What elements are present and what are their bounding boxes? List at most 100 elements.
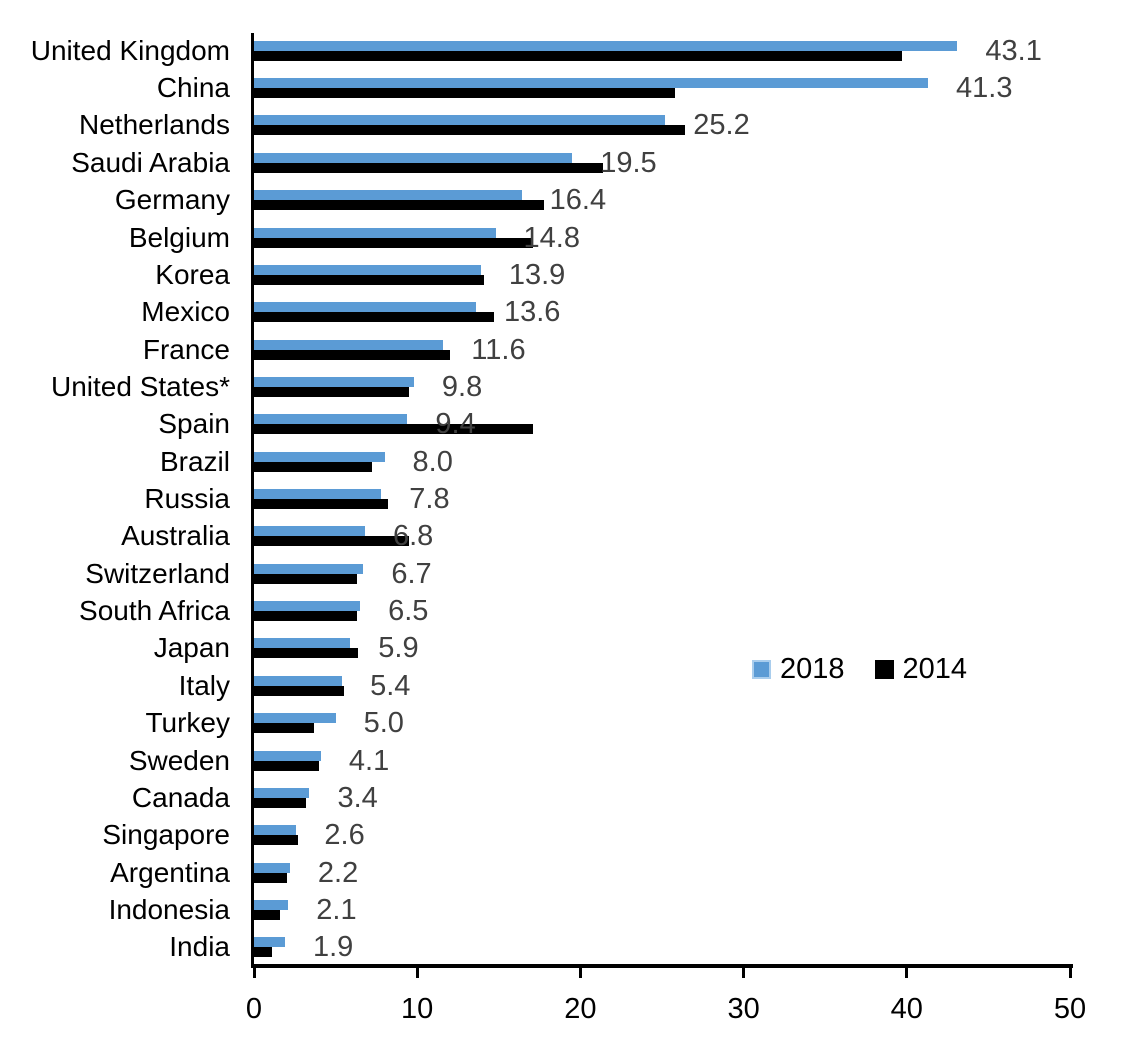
bar-2014-korea bbox=[254, 274, 485, 285]
x-axis-tick-0 bbox=[252, 968, 256, 978]
bar-2018-france bbox=[254, 339, 444, 350]
value-label-australia: 6.8 bbox=[392, 520, 434, 553]
y-axis-line bbox=[251, 33, 254, 968]
x-axis-tick-20 bbox=[578, 968, 582, 978]
bar-2014-united-kingdom bbox=[254, 50, 902, 61]
category-label-argentina: Argentina bbox=[110, 856, 230, 888]
bar-2018-united-states bbox=[254, 376, 414, 387]
category-label-italy: Italy bbox=[178, 669, 230, 701]
x-axis-tick-30 bbox=[742, 968, 746, 978]
bar-2018-germany bbox=[254, 190, 522, 201]
category-label-brazil: Brazil bbox=[159, 445, 230, 477]
value-label-saudi-arabia: 19.5 bbox=[600, 146, 657, 179]
category-label-japan: Japan bbox=[153, 632, 230, 664]
bar-2014-netherlands bbox=[254, 125, 685, 136]
bar-2018-saudi-arabia bbox=[254, 152, 573, 163]
bar-2018-united-kingdom bbox=[254, 40, 958, 51]
bar-2014-brazil bbox=[254, 461, 372, 472]
bar-2018-brazil bbox=[254, 451, 385, 462]
value-label-brazil: 8.0 bbox=[412, 445, 453, 478]
category-label-russia: Russia bbox=[144, 483, 230, 515]
category-label-mexico: Mexico bbox=[141, 296, 230, 328]
x-axis-tick-label-40: 40 bbox=[890, 993, 923, 1025]
bar-2018-russia bbox=[254, 489, 382, 500]
value-label-argentina: 2.2 bbox=[317, 856, 359, 889]
chart-legend: 2018 2014 bbox=[752, 653, 967, 686]
category-label-india: India bbox=[169, 931, 230, 963]
bar-2014-japan bbox=[254, 648, 359, 659]
bar-2018-south-africa bbox=[254, 601, 361, 612]
bar-2018-japan bbox=[254, 638, 351, 649]
legend-label-2018: 2018 bbox=[780, 653, 845, 685]
category-label-canada: Canada bbox=[131, 781, 230, 813]
bar-2018-singapore bbox=[254, 825, 297, 836]
value-label-japan: 5.9 bbox=[378, 632, 419, 665]
x-axis-tick-label-20: 20 bbox=[564, 993, 597, 1025]
bar-2018-sweden bbox=[254, 750, 321, 761]
bar-2018-australia bbox=[254, 526, 365, 537]
bar-2014-united-states bbox=[254, 386, 410, 397]
bar-2014-indonesia bbox=[254, 909, 281, 920]
value-label-canada: 3.4 bbox=[337, 781, 378, 814]
bar-2014-italy bbox=[254, 685, 344, 696]
bar-2014-france bbox=[254, 349, 450, 360]
value-label-russia: 7.8 bbox=[409, 483, 450, 516]
x-axis-tick-label-30: 30 bbox=[727, 993, 760, 1025]
category-label-korea: Korea bbox=[155, 258, 230, 290]
value-label-france: 11.6 bbox=[471, 333, 526, 366]
category-label-sweden: Sweden bbox=[128, 744, 230, 776]
category-label-indonesia: Indonesia bbox=[108, 893, 230, 925]
bar-2014-mexico bbox=[254, 312, 494, 323]
x-axis-tick-10 bbox=[415, 968, 419, 978]
bar-2014-belgium bbox=[254, 237, 534, 248]
bar-2014-germany bbox=[254, 200, 545, 211]
value-label-indonesia: 2.1 bbox=[316, 893, 357, 926]
category-label-turkey: Turkey bbox=[145, 707, 230, 739]
bar-2014-singapore bbox=[254, 835, 299, 846]
x-axis-tick-label-10: 10 bbox=[401, 993, 434, 1025]
category-label-united-kingdom: United Kingdom bbox=[30, 34, 230, 66]
value-label-south-africa: 6.5 bbox=[388, 595, 429, 628]
value-label-united-states: 9.8 bbox=[441, 370, 483, 403]
x-axis-tick-40 bbox=[905, 968, 909, 978]
bar-2018-canada bbox=[254, 787, 310, 798]
value-label-switzerland: 6.7 bbox=[391, 557, 432, 590]
category-label-belgium: Belgium bbox=[128, 221, 230, 253]
legend-swatch-2014 bbox=[874, 660, 894, 679]
category-label-spain: Spain bbox=[158, 408, 230, 440]
legend-swatch-2018 bbox=[752, 660, 771, 679]
value-label-belgium: 14.8 bbox=[523, 221, 580, 254]
bar-2018-spain bbox=[254, 414, 408, 425]
value-label-china: 41.3 bbox=[956, 72, 1013, 105]
value-label-korea: 13.9 bbox=[508, 258, 566, 291]
category-label-germany: Germany bbox=[114, 184, 230, 216]
x-axis-tick-label-0: 0 bbox=[245, 993, 263, 1025]
bar-2014-turkey bbox=[254, 723, 315, 734]
bar-2018-turkey bbox=[254, 713, 336, 724]
x-axis-tick-label-50: 50 bbox=[1053, 993, 1087, 1025]
value-label-mexico: 13.6 bbox=[503, 296, 561, 329]
bar-2018-switzerland bbox=[254, 563, 364, 574]
bar-2018-korea bbox=[254, 264, 481, 275]
bar-2014-india bbox=[254, 947, 272, 958]
category-label-netherlands: Netherlands bbox=[79, 109, 230, 141]
bar-2014-switzerland bbox=[254, 573, 357, 584]
value-label-germany: 16.4 bbox=[549, 184, 607, 217]
bar-2018-mexico bbox=[254, 302, 476, 313]
bar-2018-italy bbox=[254, 675, 343, 686]
x-axis-tick-50 bbox=[1068, 968, 1072, 978]
bar-2018-indonesia bbox=[254, 899, 289, 910]
bar-2014-russia bbox=[254, 499, 388, 510]
value-label-united-kingdom: 43.1 bbox=[985, 34, 1042, 67]
category-label-saudi-arabia: Saudi Arabia bbox=[71, 146, 230, 178]
bar-2018-argentina bbox=[254, 862, 290, 873]
category-label-france: France bbox=[142, 333, 230, 365]
value-label-india: 1.9 bbox=[313, 931, 354, 964]
value-label-singapore: 2.6 bbox=[324, 819, 365, 852]
bar-2018-india bbox=[254, 937, 285, 948]
legend-label-2014: 2014 bbox=[902, 653, 968, 685]
category-label-switzerland: Switzerland bbox=[85, 557, 230, 589]
category-label-australia: Australia bbox=[121, 520, 230, 552]
bar-2018-china bbox=[254, 78, 929, 89]
